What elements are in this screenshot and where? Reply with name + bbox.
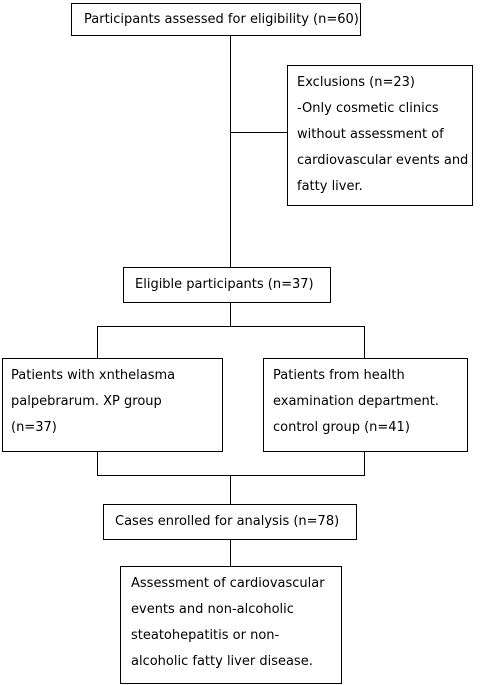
- box-line: Participants assessed for eligibility (n…: [84, 12, 359, 27]
- box-exclusions: Exclusions (n=23) -Only cosmetic clinics…: [287, 65, 473, 206]
- box-eligible-participants: Eligible participants (n=37): [123, 267, 331, 303]
- connector-split-left: [97, 326, 98, 358]
- box-line: (n=37): [11, 420, 57, 435]
- connector-eligible-down: [230, 302, 231, 327]
- box-line: without assessment of: [297, 127, 444, 142]
- box-line: cardiovascular events and: [297, 153, 469, 168]
- connector-split-horizontal: [97, 326, 365, 327]
- box-line: fatty liver.: [297, 179, 363, 194]
- box-line: Patients with xnthelasma: [11, 368, 176, 383]
- connector-to-exclusions: [230, 132, 287, 133]
- box-line: events and non-alcoholic: [131, 602, 294, 617]
- box-line: examination department.: [273, 394, 439, 409]
- connector-merge-horizontal: [97, 475, 365, 476]
- connector-enrolled-to-outcomes: [230, 539, 231, 566]
- connector-merge-down: [230, 475, 231, 504]
- connector-merge-left: [97, 451, 98, 476]
- box-line: Cases enrolled for analysis (n=78): [115, 514, 340, 529]
- box-line: alcoholic fatty liver disease.: [131, 654, 313, 669]
- box-cases-enrolled: Cases enrolled for analysis (n=78): [103, 504, 357, 540]
- box-line: -Only cosmetic clinics: [297, 101, 439, 116]
- box-line: Assessment of cardiovascular: [131, 576, 325, 591]
- connector-assessed-to-eligible: [230, 35, 231, 267]
- box-line: Eligible participants (n=37): [135, 277, 314, 292]
- box-assessed-for-eligibility: Participants assessed for eligibility (n…: [71, 3, 361, 36]
- connector-merge-right: [364, 451, 365, 476]
- box-line: control group (n=41): [273, 420, 410, 435]
- box-line: steatohepatitis or non-: [131, 628, 280, 643]
- box-line: palpebrarum. XP group: [11, 394, 162, 409]
- connector-split-right: [364, 326, 365, 358]
- box-line: Exclusions (n=23): [297, 75, 415, 90]
- box-line: Patients from health: [273, 368, 405, 383]
- box-control-group: Patients from health examination departm…: [263, 358, 468, 452]
- box-outcome-assessment: Assessment of cardiovascular events and …: [120, 566, 342, 684]
- box-xp-group: Patients with xnthelasma palpebrarum. XP…: [2, 358, 223, 452]
